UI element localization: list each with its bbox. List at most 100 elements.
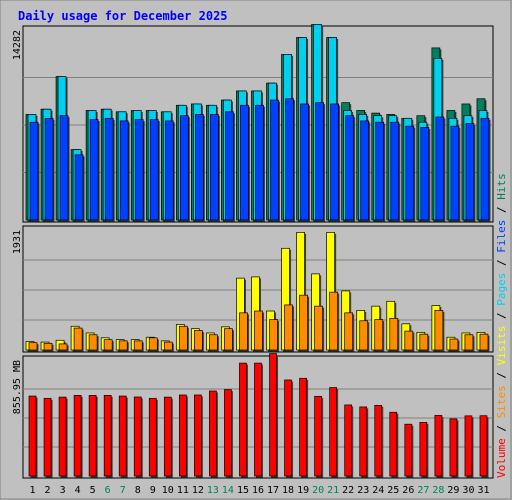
bar-pages-day-6 xyxy=(104,117,114,221)
bar-pages-day-19 xyxy=(300,103,309,221)
bar-volume-day-30 xyxy=(464,415,473,477)
legend: Volume / Sites / Visits / Pages / Files … xyxy=(495,173,508,478)
bar-pages-day-31 xyxy=(480,117,490,221)
day-label-31: 31 xyxy=(477,485,489,496)
day-label-27: 27 xyxy=(417,485,429,496)
bar-sites-day-16 xyxy=(254,310,263,351)
panel-visits-sites: 1931 xyxy=(12,225,494,353)
bar-volume-day-25 xyxy=(389,411,398,477)
bar-pages-day-26 xyxy=(405,125,415,221)
legend-item-8: Files xyxy=(495,220,508,253)
chart-panels: 14282 1931 855.95 MB xyxy=(12,24,494,479)
day-label-23: 23 xyxy=(357,485,369,496)
chart-title: Daily usage for December 2025 xyxy=(18,9,228,23)
panel-max-label: 14282 xyxy=(12,30,23,60)
bar-pages-day-5 xyxy=(89,119,99,221)
bar-sites-day-6 xyxy=(103,339,113,351)
bar-sites-day-11 xyxy=(178,325,188,351)
bar-sites-day-23 xyxy=(359,320,369,351)
day-label-9: 9 xyxy=(150,485,156,496)
day-label-10: 10 xyxy=(162,485,174,496)
day-label-11: 11 xyxy=(177,485,189,496)
bar-sites-day-4 xyxy=(73,327,83,351)
bar-pages-day-21 xyxy=(330,103,339,221)
bar-sites-day-31 xyxy=(479,333,489,351)
bar-sites-day-26 xyxy=(404,330,414,351)
day-label-19: 19 xyxy=(297,485,309,496)
bar-pages-day-1 xyxy=(29,121,39,221)
legend-item-9: / xyxy=(495,200,508,220)
day-label-22: 22 xyxy=(342,485,354,496)
day-label-15: 15 xyxy=(237,485,249,496)
day-label-6: 6 xyxy=(105,485,111,496)
bar-volume-day-10 xyxy=(163,396,172,477)
bar-volume-day-7 xyxy=(118,395,127,477)
bar-pages-day-17 xyxy=(270,99,279,221)
bar-pages-day-10 xyxy=(164,120,174,221)
day-axis-labels: 1 2 3 4 5 6 7 8 9 10 11 12 13 14 15 16 17 18 19 20 21 22 23 24 2… xyxy=(30,485,490,496)
legend-item-6: Pages xyxy=(495,273,508,306)
bar-pages-day-7 xyxy=(119,120,129,221)
bar-pages-day-22 xyxy=(345,115,355,221)
bar-sites-day-15 xyxy=(239,312,248,351)
bar-sites-day-25 xyxy=(389,317,399,351)
day-label-30: 30 xyxy=(462,485,474,496)
bar-sites-day-5 xyxy=(88,334,98,351)
day-label-3: 3 xyxy=(60,485,66,496)
bar-volume-day-6 xyxy=(103,395,112,477)
bar-volume-day-18 xyxy=(284,379,292,477)
bar-sites-day-12 xyxy=(194,330,203,351)
bar-volume-day-24 xyxy=(374,404,383,477)
bar-volume-day-22 xyxy=(344,404,353,477)
legend-item-7: / xyxy=(495,253,508,273)
bar-sites-day-18 xyxy=(284,304,293,351)
bar-volume-day-29 xyxy=(449,418,458,477)
bar-volume-day-4 xyxy=(73,395,82,477)
panel-volume: 855.95 MB xyxy=(12,353,494,479)
day-label-29: 29 xyxy=(447,485,459,496)
bar-pages-day-3 xyxy=(59,115,69,221)
bar-volume-day-27 xyxy=(419,421,428,477)
panel-max-label: 1931 xyxy=(12,230,23,254)
day-label-25: 25 xyxy=(387,485,399,496)
bar-pages-day-11 xyxy=(179,115,189,221)
day-label-4: 4 xyxy=(75,485,81,496)
bar-volume-day-23 xyxy=(359,406,368,477)
bar-volume-day-16 xyxy=(254,362,262,477)
day-label-20: 20 xyxy=(312,485,324,496)
bar-volume-day-14 xyxy=(224,389,232,477)
legend-item-1: / xyxy=(495,418,508,438)
bar-pages-day-9 xyxy=(149,119,159,221)
bar-pages-day-24 xyxy=(375,121,385,221)
bar-pages-day-29 xyxy=(450,125,460,221)
bar-sites-day-28 xyxy=(434,310,444,351)
bar-sites-day-19 xyxy=(299,294,308,351)
bar-sites-day-27 xyxy=(419,333,429,351)
day-label-16: 16 xyxy=(252,485,264,496)
bar-sites-day-17 xyxy=(269,319,278,351)
bar-volume-day-12 xyxy=(194,394,202,477)
bar-sites-day-29 xyxy=(449,338,459,351)
legend-item-4: Visits xyxy=(495,326,508,366)
day-label-21: 21 xyxy=(327,485,339,496)
bar-sites-day-30 xyxy=(464,334,474,351)
bar-pages-day-25 xyxy=(390,121,400,221)
bar-pages-day-14 xyxy=(225,111,234,221)
bar-volume-day-13 xyxy=(209,390,217,477)
bar-pages-day-20 xyxy=(315,102,324,221)
bar-volume-day-26 xyxy=(404,423,413,477)
bar-pages-day-30 xyxy=(465,123,475,221)
bar-volume-day-8 xyxy=(133,396,142,477)
bar-sites-day-8 xyxy=(133,340,143,351)
legend-item-5: / xyxy=(495,306,508,326)
bar-volume-day-2 xyxy=(43,397,52,477)
bar-sites-day-10 xyxy=(163,341,173,351)
day-label-2: 2 xyxy=(45,485,51,496)
day-label-7: 7 xyxy=(120,485,126,496)
bar-volume-day-15 xyxy=(239,362,247,477)
bar-sites-day-7 xyxy=(118,340,128,351)
bar-sites-day-2 xyxy=(43,342,53,351)
day-label-5: 5 xyxy=(90,485,96,496)
bar-volume-day-20 xyxy=(314,395,322,477)
